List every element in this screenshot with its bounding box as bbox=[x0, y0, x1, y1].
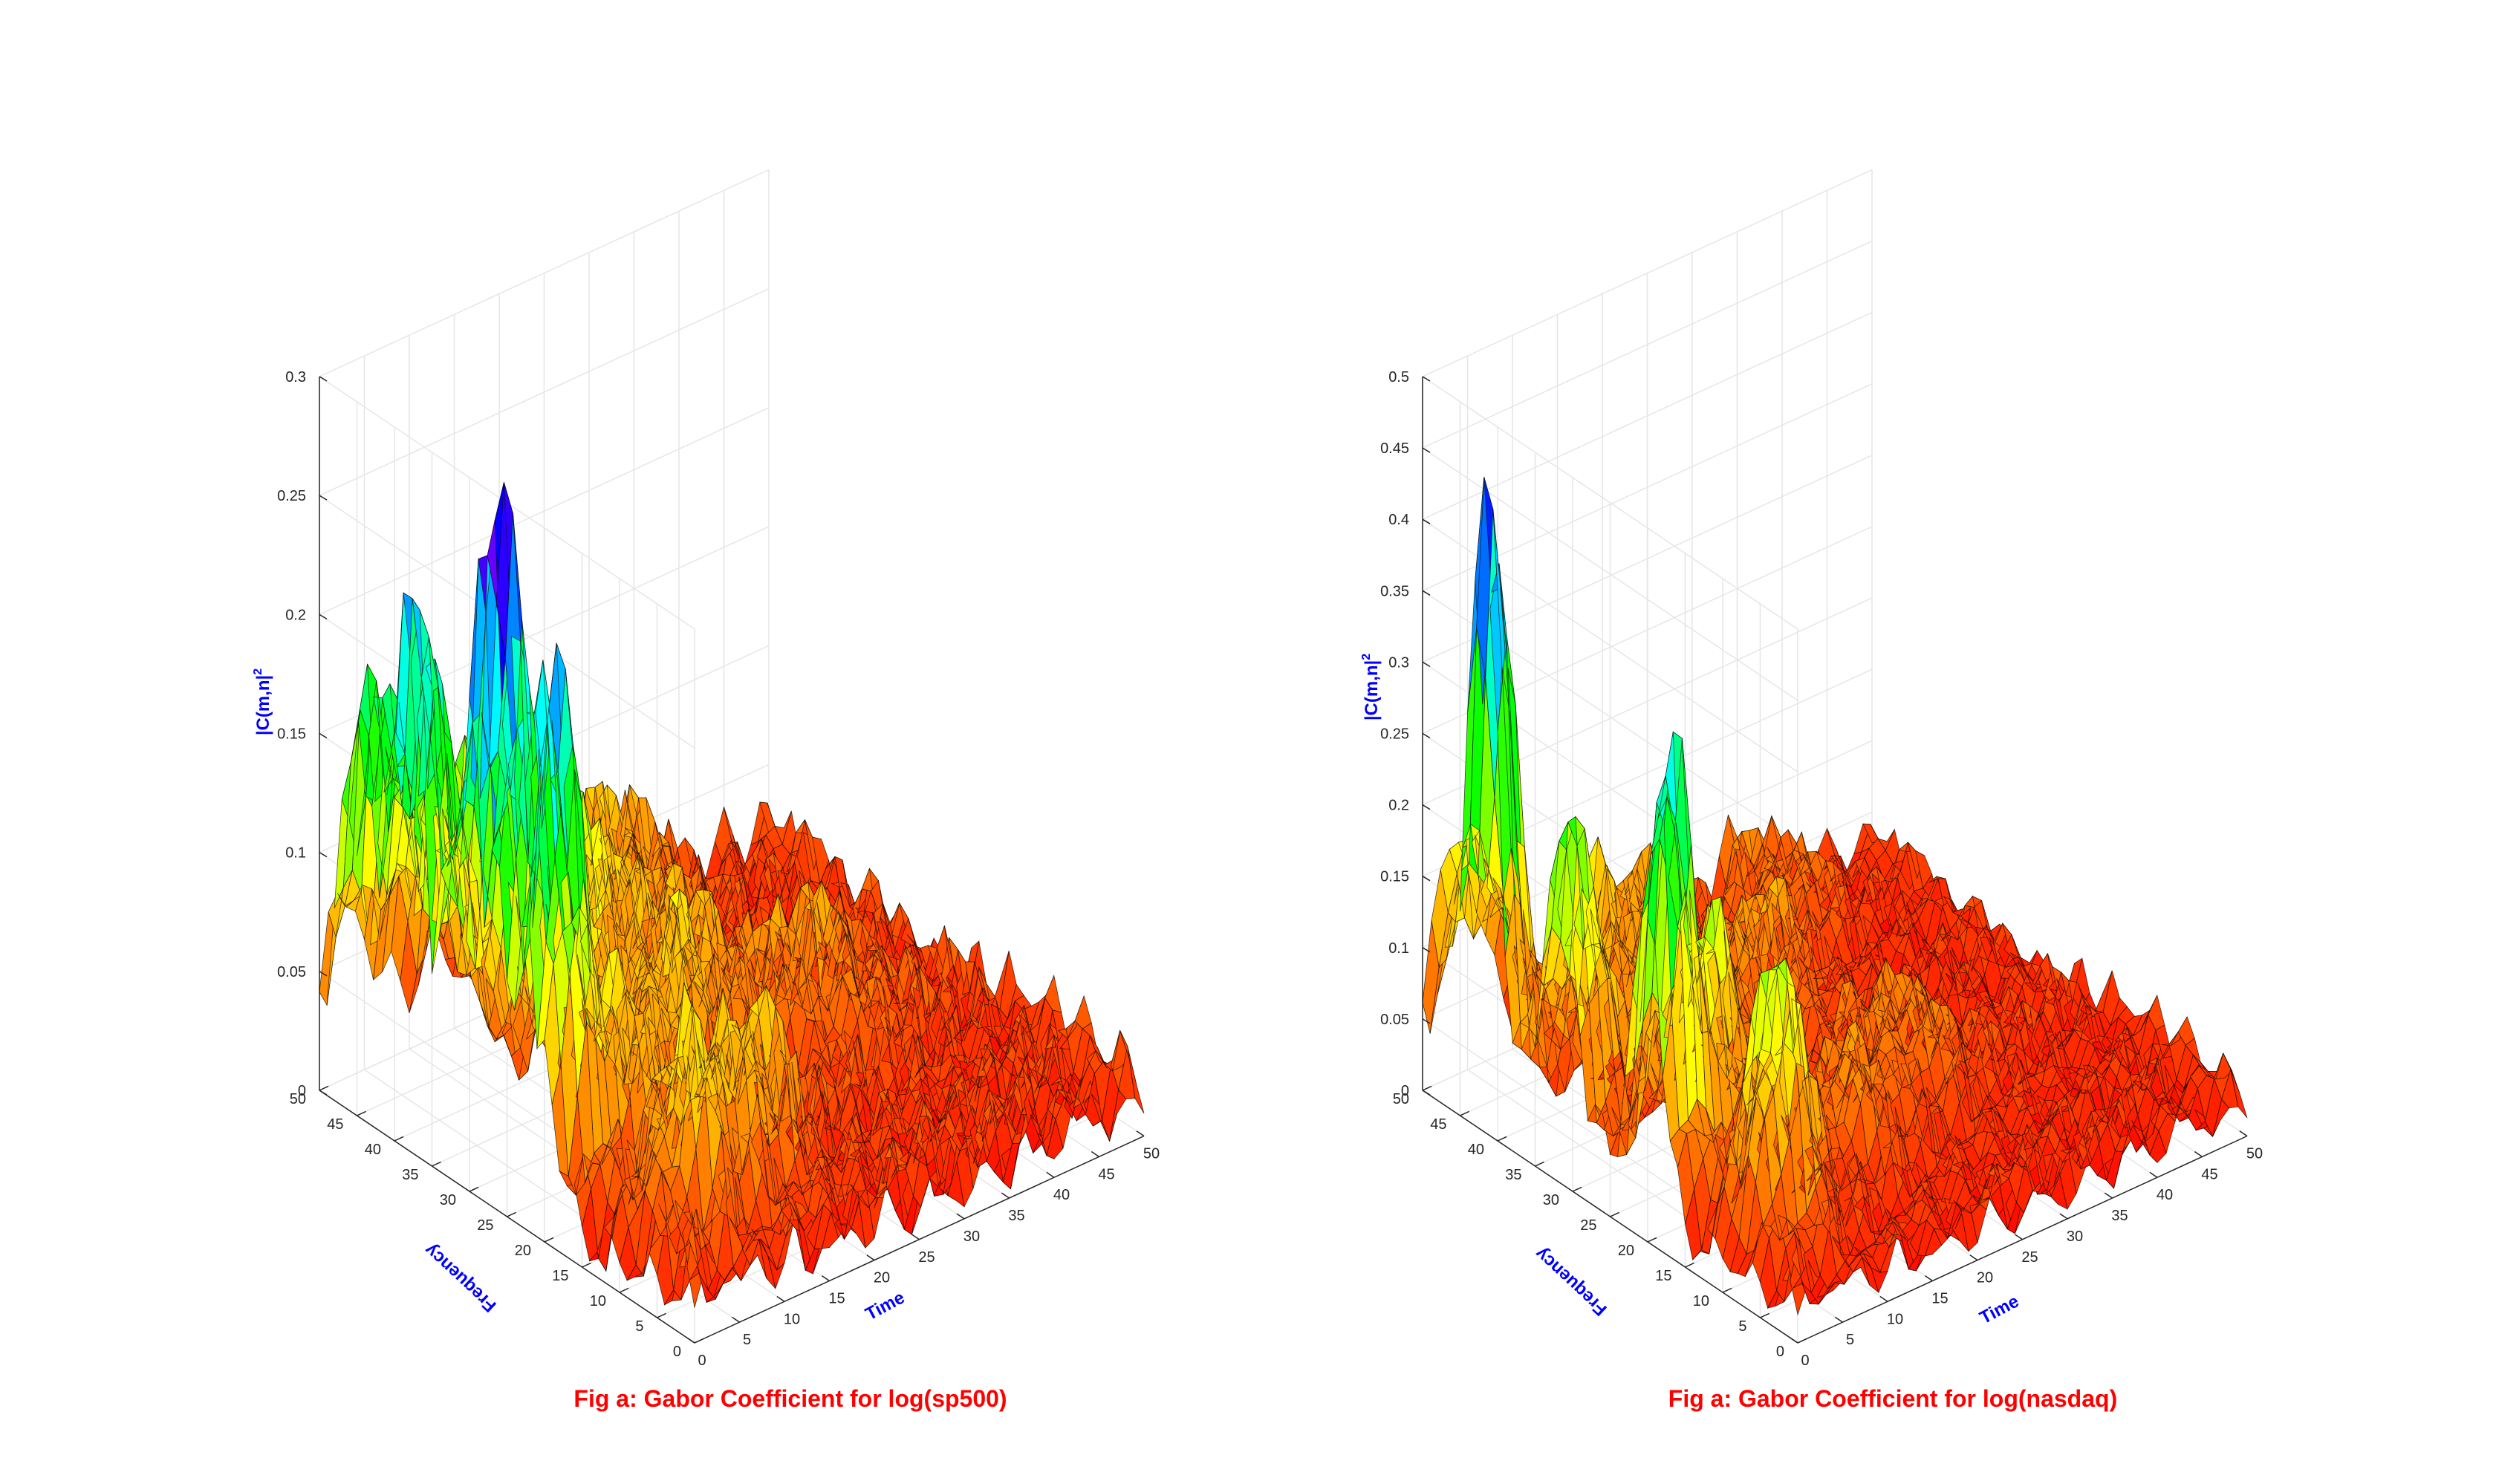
y-tick-label: 20 bbox=[515, 1243, 531, 1259]
x-tick bbox=[911, 1234, 920, 1240]
z-tick-label: 0.25 bbox=[277, 488, 306, 504]
y-tick bbox=[394, 1136, 404, 1142]
z-tick bbox=[319, 971, 328, 977]
z-tick-label: 0.1 bbox=[285, 845, 306, 862]
x-tick bbox=[686, 1337, 695, 1344]
y-tick bbox=[507, 1211, 516, 1217]
x-tick bbox=[1091, 1151, 1099, 1157]
z-axis-label: |C(m,n|2 bbox=[252, 668, 273, 735]
y-tick-label: 30 bbox=[440, 1192, 456, 1208]
y-tick-label: 50 bbox=[290, 1091, 306, 1107]
x-tick bbox=[731, 1316, 740, 1323]
z-tick-label: 0.3 bbox=[285, 369, 306, 385]
surface-chart-sp500: 0 0.05 0.1 0.15 0.2 0.25 0.3 0 5 10 15 20 25 30 35 40 45… bbox=[252, 169, 1160, 1412]
x-tick-label: 0 bbox=[698, 1353, 706, 1369]
x-tick-label: 50 bbox=[1143, 1146, 1160, 1162]
y-tick-label: 35 bbox=[402, 1167, 418, 1183]
y-tick bbox=[582, 1262, 591, 1268]
y-tick-label: 5 bbox=[635, 1318, 643, 1335]
y-tick-label: 15 bbox=[552, 1268, 568, 1284]
y-tick-label: 10 bbox=[590, 1293, 606, 1309]
x-tick bbox=[776, 1295, 785, 1302]
x-tick-label: 20 bbox=[874, 1270, 890, 1286]
z-tick-label: 0.2 bbox=[285, 607, 306, 623]
x-tick bbox=[866, 1254, 875, 1261]
z-tick bbox=[319, 376, 328, 382]
x-tick-label: 25 bbox=[918, 1249, 935, 1266]
x-tick-label: 40 bbox=[1053, 1187, 1070, 1203]
x-tick bbox=[1001, 1192, 1010, 1199]
z-tick bbox=[319, 614, 328, 619]
surface-chart-nasdaq: 00.050.10.150.20.250.30.350.40.450.50510… bbox=[1360, 169, 2263, 1412]
x-tick-label: 30 bbox=[963, 1228, 980, 1245]
axes: 0 0.05 0.1 0.15 0.2 0.25 0.3 0 5 10 15 20 25 30 35 40 45… bbox=[277, 369, 1160, 1369]
y-tick bbox=[694, 1338, 704, 1344]
y-tick bbox=[319, 1085, 329, 1091]
x-tick-label: 45 bbox=[1098, 1166, 1114, 1182]
y-tick bbox=[657, 1312, 666, 1318]
x-tick-label: 35 bbox=[1008, 1208, 1024, 1224]
chart-caption: Fig a: Gabor Coefficient for log(sp500) bbox=[573, 1385, 1007, 1412]
x-tick bbox=[956, 1213, 965, 1220]
y-tick bbox=[619, 1287, 629, 1293]
y-tick bbox=[357, 1110, 366, 1116]
surface-mesh bbox=[319, 482, 1145, 1308]
x-tick bbox=[1136, 1130, 1145, 1137]
surface-cell bbox=[1127, 1046, 1145, 1114]
z-tick bbox=[319, 1090, 328, 1096]
z-tick-label: 0 bbox=[298, 1083, 306, 1099]
z-tick-label: 0.15 bbox=[277, 726, 306, 743]
x-tick bbox=[821, 1275, 830, 1282]
y-tick-label: 45 bbox=[327, 1116, 343, 1133]
x-tick-label: 15 bbox=[828, 1290, 845, 1306]
z-tick-label: 0.05 bbox=[277, 964, 306, 980]
z-tick bbox=[319, 732, 328, 739]
surface-mesh bbox=[1422, 477, 2248, 1316]
x-tick-label: 5 bbox=[743, 1332, 751, 1348]
x-tick-label: 10 bbox=[784, 1311, 800, 1327]
y-tick-label: 40 bbox=[365, 1142, 381, 1158]
y-tick bbox=[432, 1161, 441, 1167]
y-tick-label: 25 bbox=[477, 1217, 493, 1234]
y-tick bbox=[469, 1186, 479, 1192]
z-tick bbox=[319, 852, 328, 858]
y-tick bbox=[544, 1237, 554, 1243]
x-tick bbox=[1046, 1171, 1055, 1178]
z-tick bbox=[319, 495, 328, 501]
y-tick-label: 0 bbox=[673, 1344, 681, 1360]
